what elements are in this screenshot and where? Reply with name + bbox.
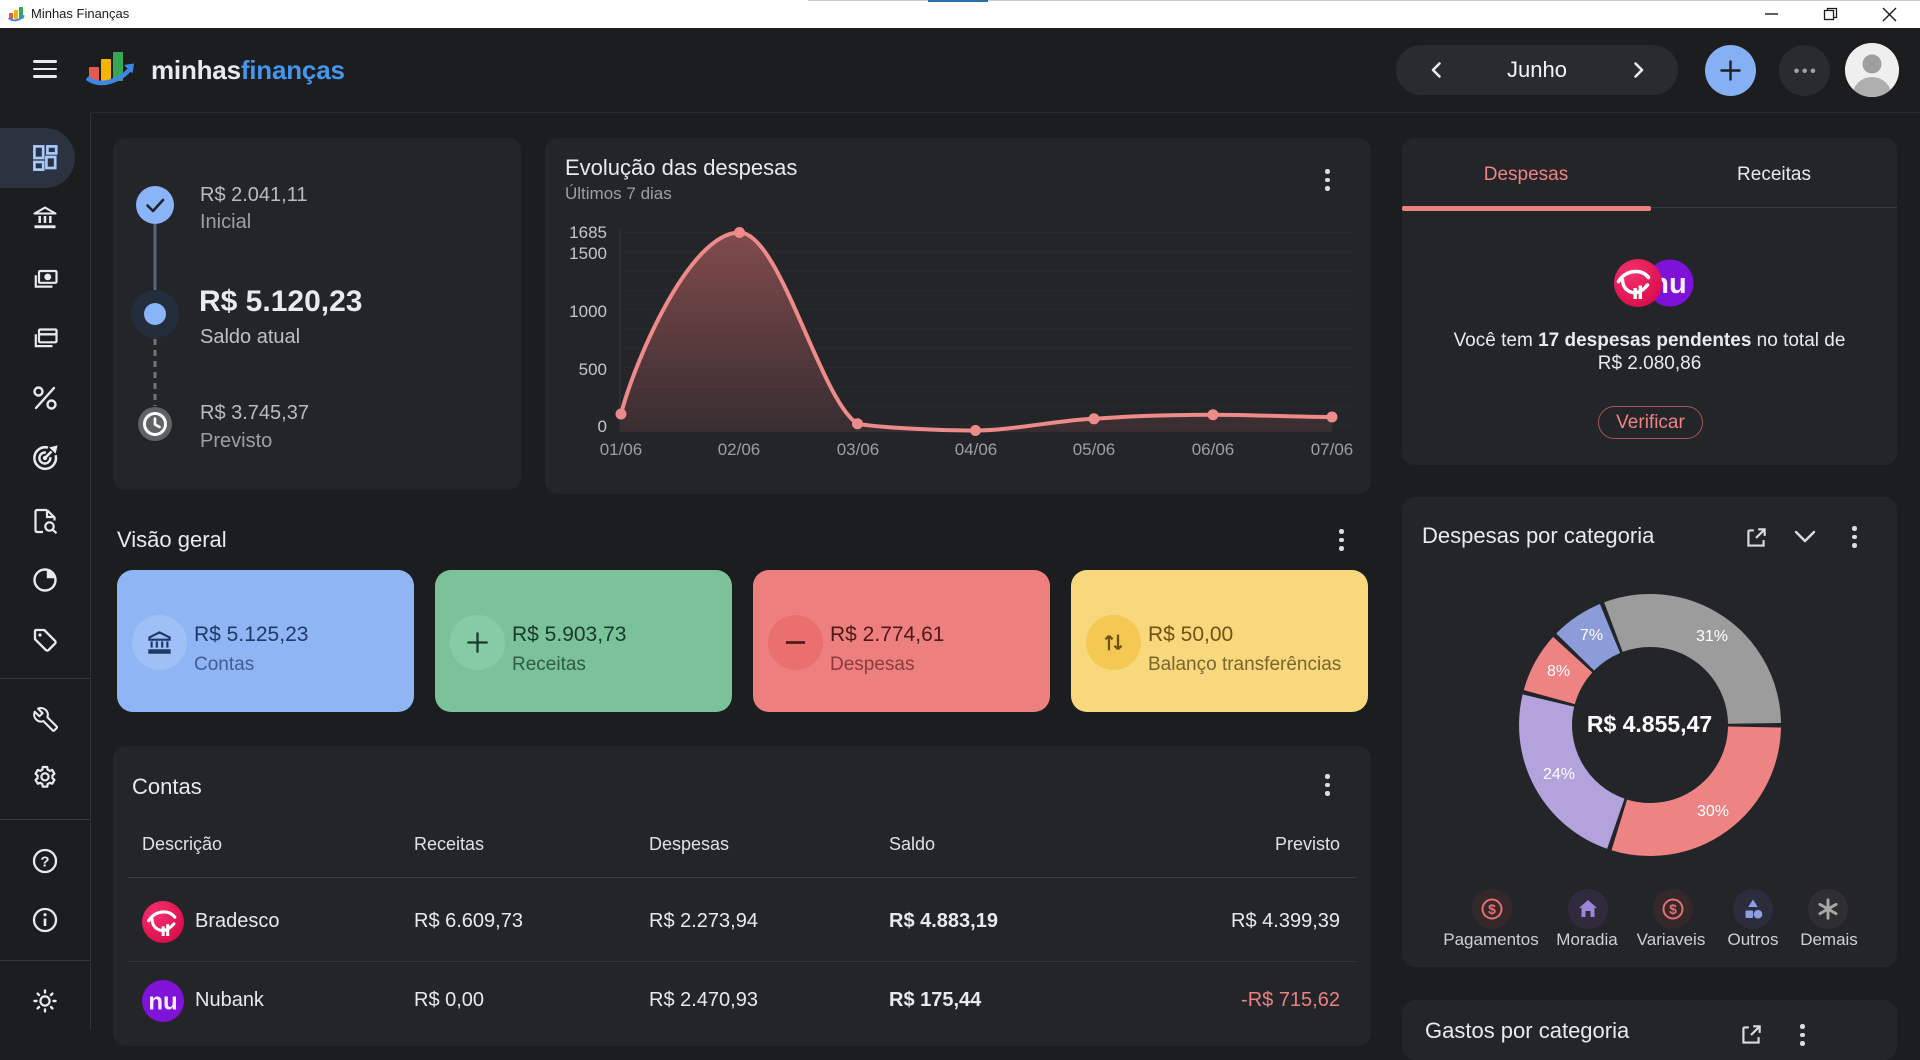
svg-text:?: ? — [40, 854, 49, 871]
svg-text:$: $ — [1669, 901, 1677, 917]
svg-text:nu: nu — [148, 989, 177, 1016]
svg-text:$: $ — [1488, 901, 1496, 917]
